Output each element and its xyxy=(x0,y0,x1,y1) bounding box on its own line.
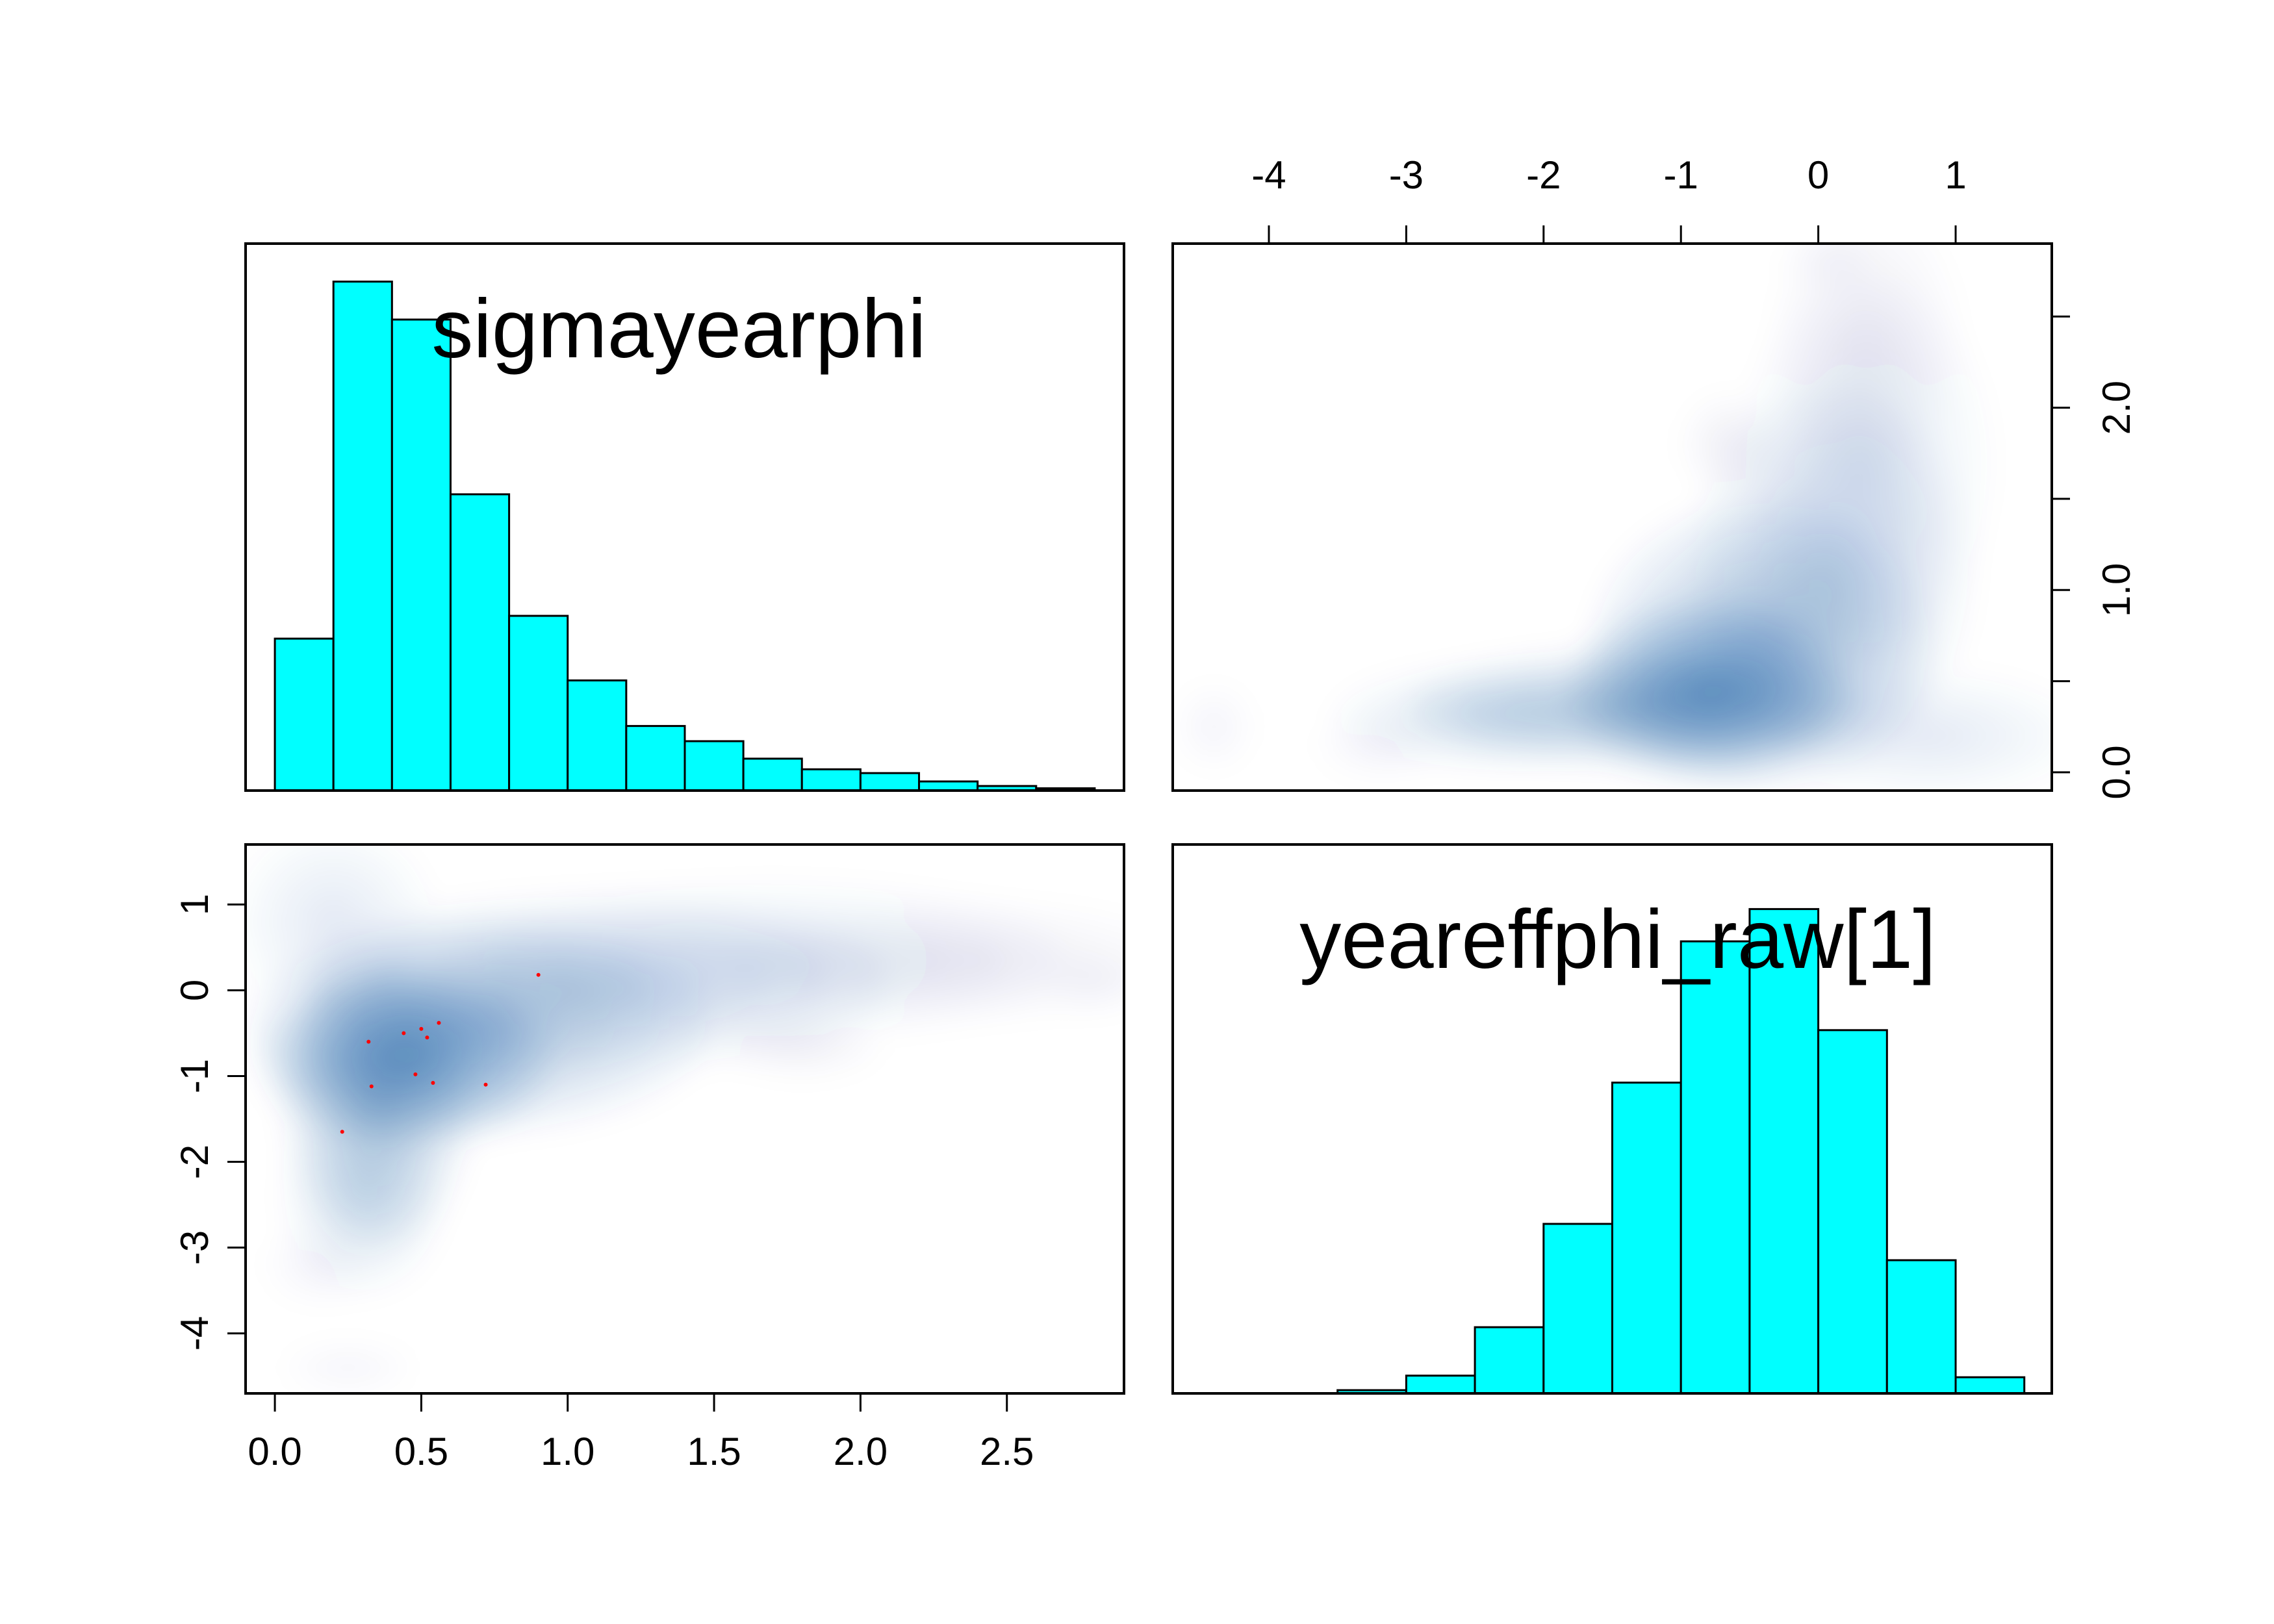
tick-label: 1 xyxy=(1945,153,1966,197)
tick-label: 1.0 xyxy=(541,1430,594,1473)
tick-label: -1 xyxy=(173,1059,216,1093)
tick-label: 2.5 xyxy=(980,1430,1034,1473)
tick-label: 2.0 xyxy=(2095,381,2138,435)
histogram-bar xyxy=(1405,1375,1476,1395)
histogram-bar xyxy=(1474,1326,1545,1395)
density-cloud-bottom-left xyxy=(254,903,1105,1372)
tick-label: -1 xyxy=(1664,153,1698,197)
divergent-point xyxy=(413,1072,418,1076)
panel-title-yeareffphi: yeareffphi_raw[1] xyxy=(1299,893,1936,986)
histogram-bar xyxy=(918,780,979,792)
histogram-bar xyxy=(332,280,393,792)
density-blob xyxy=(309,1257,329,1272)
histogram-bar xyxy=(508,615,569,792)
panel-frame-bottom-right xyxy=(1171,843,2053,1395)
density-blob xyxy=(1730,616,1797,673)
tick-label: 0 xyxy=(1808,153,1829,197)
divergent-point xyxy=(483,1082,488,1087)
tick-label: -3 xyxy=(1389,153,1424,197)
histogram-bar xyxy=(1542,1223,1613,1395)
divergent-point xyxy=(536,972,541,977)
panel-histogram-yeareffphi: yeareffphi_raw[1] xyxy=(1171,843,2053,1395)
divergent-point xyxy=(366,1039,371,1044)
tick-label: 1 xyxy=(173,894,216,915)
density-blob xyxy=(1207,718,1221,735)
divergent-point xyxy=(419,1026,424,1031)
bottom-axis-sigmayearphi: 0.0 0.5 1.0 1.5 2.0 2.5 xyxy=(248,1392,1034,1473)
density-blob xyxy=(1367,739,1391,752)
density-blob xyxy=(1459,708,1519,728)
divergent-point xyxy=(369,1084,374,1089)
density-blob xyxy=(1720,435,1738,454)
histogram-bar xyxy=(1885,1259,1957,1395)
panel-frame-top-left xyxy=(244,242,1125,792)
tick-label: -2 xyxy=(173,1145,216,1179)
density-blob xyxy=(1898,724,1958,748)
tick-label: -4 xyxy=(173,1316,216,1351)
histogram-bar xyxy=(1817,1029,1888,1395)
divergent-point xyxy=(340,1130,344,1134)
tick-label: 0.5 xyxy=(394,1430,448,1473)
density-blob xyxy=(435,1004,525,1046)
tick-label: -3 xyxy=(173,1230,216,1265)
panel-title-sigmayearphi: sigmayearphi xyxy=(431,283,926,375)
density-cloud-top-right xyxy=(1207,255,1958,785)
histogram-bar xyxy=(1611,1082,1682,1395)
tick-label: -4 xyxy=(1251,153,1286,197)
panel-density-bottom-left: 0.0 0.5 1.0 1.5 2.0 2.5 -4 -3 -2 -1 0 1 xyxy=(173,843,1125,1473)
histogram-bar xyxy=(742,757,803,792)
density-blob xyxy=(1823,255,1841,268)
density-blob xyxy=(786,1041,817,1052)
density-blob xyxy=(918,949,1008,972)
histogram-bar xyxy=(1680,940,1751,1395)
divergent-point xyxy=(425,1035,429,1040)
density-blob xyxy=(1084,976,1105,987)
left-axis-yeareffphi: -4 -3 -2 -1 0 1 xyxy=(173,894,247,1351)
tick-label: 0 xyxy=(173,980,216,1001)
panel-histogram-sigmayearphi: sigmayearphi xyxy=(244,242,1125,792)
tick-label: 1.0 xyxy=(2095,563,2138,617)
density-blob xyxy=(347,1177,378,1215)
histogram-bar xyxy=(683,740,745,792)
divergent-point xyxy=(402,1031,406,1035)
divergent-point xyxy=(437,1021,441,1025)
tick-label: 0.0 xyxy=(2095,745,2138,799)
histogram-bars-sigmayearphi xyxy=(274,280,1096,792)
histogram-bar xyxy=(567,679,628,792)
tick-label: -2 xyxy=(1526,153,1561,197)
tick-label: 0.0 xyxy=(248,1430,301,1473)
tick-label: 2.0 xyxy=(834,1430,888,1473)
divergent-points xyxy=(340,972,541,1134)
density-blob xyxy=(335,1363,361,1372)
density-blob xyxy=(1848,316,1885,372)
histogram-bar xyxy=(1954,1376,2026,1395)
density-blob xyxy=(314,903,352,941)
histogram-bar xyxy=(859,772,921,792)
divergent-point xyxy=(431,1081,435,1085)
histogram-bar xyxy=(274,637,335,792)
histogram-bar xyxy=(449,493,511,792)
top-axis-yeareffphi: -4 -3 -2 -1 0 1 xyxy=(1251,153,1967,245)
panel-density-top-right: -4 -3 -2 -1 0 1 0.0 1.0 2.0 xyxy=(1171,153,2138,800)
right-axis-sigmayearphi: 0.0 1.0 2.0 xyxy=(2050,315,2138,800)
histogram-bar xyxy=(390,318,452,792)
histogram-bar xyxy=(625,725,686,792)
histogram-bar xyxy=(1748,907,1820,1395)
histogram-bar xyxy=(800,768,862,792)
tick-label: 1.5 xyxy=(687,1430,741,1473)
histogram-bars-yeareffphi xyxy=(1336,907,2026,1395)
